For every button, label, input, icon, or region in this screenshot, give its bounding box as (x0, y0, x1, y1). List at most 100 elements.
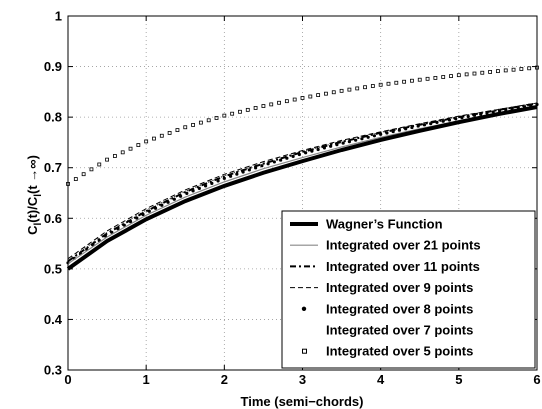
legend-entry: Integrated over 11 points (290, 259, 480, 274)
data-point (172, 197, 176, 201)
data-point (464, 72, 469, 77)
data-point (233, 171, 235, 174)
series-3-line (67, 102, 538, 263)
x-tick-label: 5 (455, 372, 462, 387)
data-point (480, 70, 485, 75)
data-point (245, 107, 250, 112)
data-point (410, 78, 414, 83)
data-point (84, 247, 86, 249)
legend-entry: Integrated over 8 points (301, 301, 473, 316)
x-tick-label: 6 (533, 372, 540, 387)
data-point (152, 136, 156, 141)
data-point (225, 174, 227, 177)
data-point (456, 73, 461, 78)
legend-label: Integrated over 9 points (326, 280, 473, 295)
legend-label: Integrated over 5 points (326, 344, 473, 359)
data-point (173, 195, 176, 198)
data-point (306, 149, 308, 152)
y-tick-label: 0.6 (44, 211, 62, 226)
data-point (425, 76, 430, 81)
data-point (73, 177, 78, 181)
grid (68, 16, 537, 370)
legend: Wagner’s Function Integrated over 21 poin… (281, 210, 536, 369)
data-point (238, 109, 242, 114)
data-point (222, 113, 227, 118)
data-point (182, 191, 184, 194)
axis-ticks: 0 1 2 3 4 5 6 0.3 0.4 0.5 0.6 0.7 0.8 0.9 1 (44, 9, 541, 388)
y-tick-label: 0.8 (44, 110, 62, 125)
x-tick-label: 1 (143, 372, 150, 387)
series-1-line (66, 105, 538, 271)
data-point (488, 70, 493, 74)
data-point (156, 204, 159, 206)
legend-label: Integrated over 21 points (326, 238, 481, 253)
data-point (441, 75, 446, 79)
data-point (230, 111, 235, 116)
data-point (105, 157, 109, 162)
data-point (372, 134, 377, 138)
data-point (175, 128, 180, 132)
data-point (316, 93, 321, 97)
data-point (88, 244, 91, 246)
data-point (417, 77, 422, 82)
legend-label: Wagner’s Function (326, 217, 443, 232)
data-point (147, 209, 151, 213)
plot-series (66, 65, 539, 271)
data-point (183, 125, 188, 130)
data-point (347, 87, 352, 92)
data-point (318, 146, 321, 148)
data-point (292, 97, 297, 102)
legend-box (281, 210, 536, 369)
data-point (272, 160, 276, 164)
data-point (261, 104, 266, 108)
data-point (237, 170, 240, 172)
legend-entry: Integrated over 5 points (302, 344, 473, 359)
y-tick-label: 0.4 (44, 312, 63, 327)
data-point (198, 120, 203, 125)
data-point (527, 66, 532, 71)
legend-label: Integrated over 8 points (326, 301, 473, 316)
legend-label: Integrated over 11 points (326, 259, 480, 274)
data-point (277, 100, 281, 105)
data-point (199, 184, 201, 187)
x-tick-label: 3 (299, 372, 306, 387)
data-point (394, 80, 399, 85)
data-point (247, 168, 251, 172)
data-point (167, 131, 172, 135)
data-point (284, 99, 289, 104)
legend-marker-sample (302, 348, 307, 354)
x-tick-label: 4 (377, 372, 385, 387)
data-point (136, 143, 141, 147)
data-point (220, 176, 223, 178)
data-point (253, 106, 258, 110)
data-point (161, 202, 163, 204)
data-point (97, 162, 102, 167)
data-point (159, 133, 164, 138)
legend-entry: Integrated over 9 points (290, 280, 473, 295)
data-point (363, 85, 367, 90)
y-tick-label: 1 (55, 9, 62, 24)
data-point (246, 167, 248, 170)
y-tick-label: 0.5 (44, 261, 62, 276)
data-point (503, 68, 508, 73)
data-point (370, 84, 375, 88)
x-tick-label: 0 (64, 372, 71, 387)
data-point (208, 181, 210, 183)
y-tick-label: 0.3 (44, 363, 62, 378)
data-point (519, 67, 524, 71)
data-point (235, 172, 239, 176)
data-point (148, 208, 150, 210)
data-point (378, 82, 383, 87)
data-point (160, 203, 164, 207)
data-point (308, 94, 313, 99)
data-point (195, 186, 197, 188)
data-point (120, 150, 125, 155)
data-point (113, 154, 117, 158)
data-point (135, 215, 137, 217)
data-point (382, 131, 385, 133)
data-point (260, 164, 264, 168)
data-point (214, 116, 219, 120)
data-point (212, 179, 214, 182)
data-point (144, 210, 146, 212)
data-point (81, 172, 86, 177)
